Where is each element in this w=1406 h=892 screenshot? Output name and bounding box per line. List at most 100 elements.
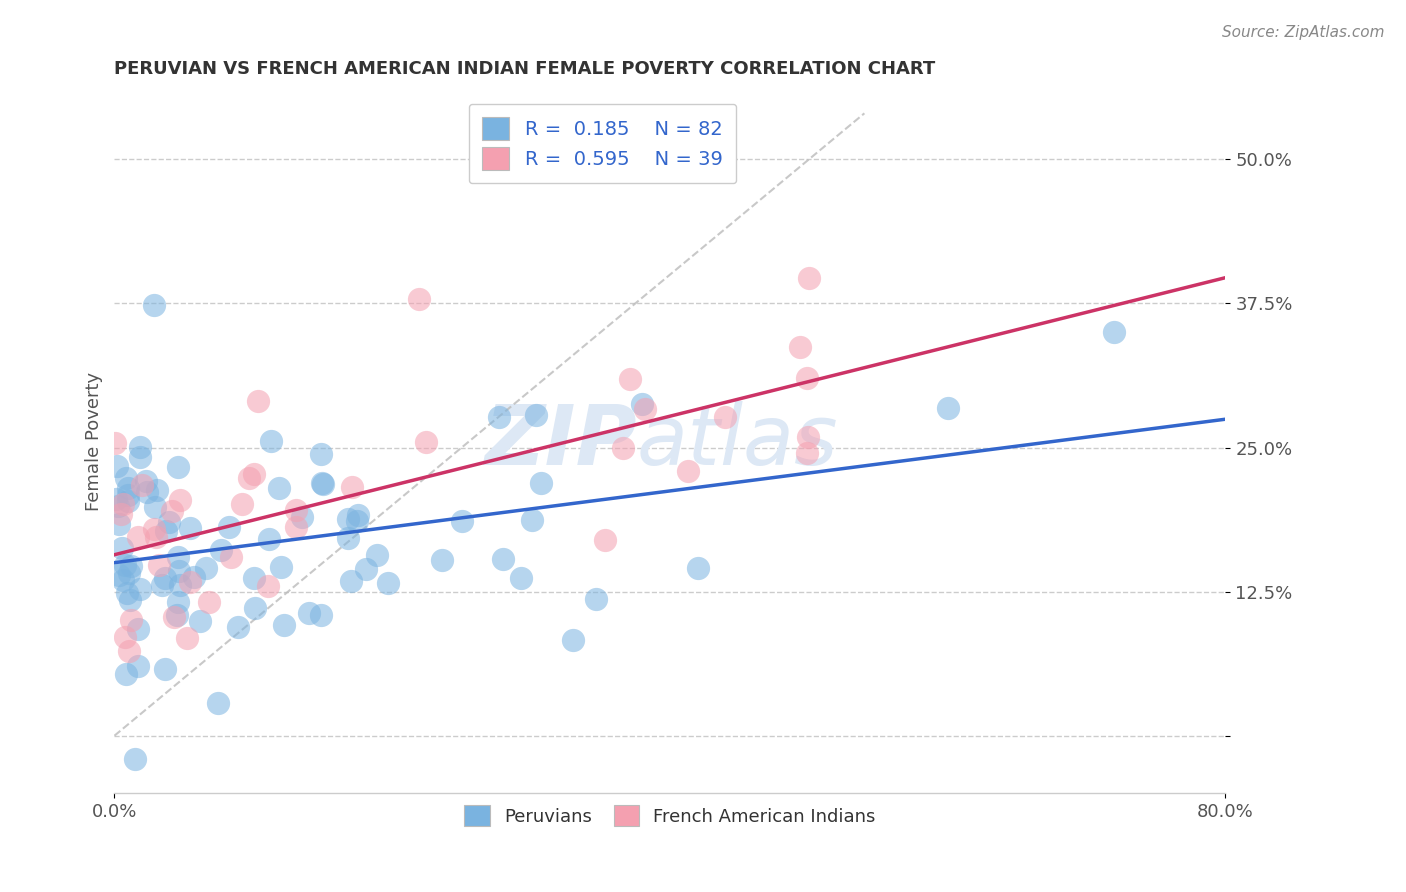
Point (260, 434, 283, 448)
Point (194, 561, 217, 575)
Point (207, 696, 229, 710)
Point (129, 582, 152, 596)
Point (110, 541, 132, 555)
Point (112, 574, 135, 588)
Point (135, 474, 157, 488)
Point (127, 622, 149, 636)
Point (115, 666, 138, 681)
Point (117, 585, 139, 599)
Point (796, 371, 818, 385)
Point (128, 441, 150, 455)
Point (163, 610, 186, 624)
Point (219, 549, 242, 564)
Point (117, 494, 139, 508)
Point (243, 467, 266, 482)
Point (169, 564, 191, 578)
Point (198, 595, 221, 609)
Point (115, 471, 138, 485)
Point (118, 644, 141, 658)
Point (1104, 325, 1126, 339)
Point (366, 548, 388, 562)
Point (415, 434, 437, 449)
Point (309, 447, 332, 461)
Point (520, 513, 543, 527)
Point (585, 591, 607, 606)
Point (218, 519, 240, 533)
Text: Source: ZipAtlas.com: Source: ZipAtlas.com (1222, 25, 1385, 40)
Point (169, 578, 191, 592)
Point (143, 522, 166, 536)
Point (257, 532, 280, 546)
Point (128, 450, 150, 464)
Point (124, 752, 146, 766)
Point (631, 397, 654, 411)
Point (167, 460, 190, 475)
Point (377, 576, 399, 591)
Point (176, 631, 198, 645)
Point (157, 516, 180, 530)
Point (142, 298, 165, 312)
Point (530, 475, 553, 490)
Point (153, 662, 176, 676)
Point (107, 568, 129, 582)
Point (488, 410, 510, 425)
Y-axis label: Female Poverty: Female Poverty (86, 372, 103, 511)
Point (714, 410, 737, 425)
Point (633, 402, 655, 417)
Point (796, 446, 818, 460)
Point (686, 561, 709, 575)
Point (676, 464, 699, 478)
Point (526, 408, 548, 422)
Point (183, 570, 205, 584)
Point (104, 436, 127, 450)
Point (245, 600, 267, 615)
Point (243, 572, 266, 586)
Point (619, 372, 641, 386)
Point (312, 477, 335, 491)
Point (311, 475, 333, 490)
Point (291, 510, 314, 524)
Point (269, 481, 291, 495)
Point (120, 613, 142, 627)
Point (797, 430, 820, 444)
Point (110, 507, 132, 521)
Point (104, 492, 127, 507)
Point (155, 571, 177, 585)
Point (136, 484, 159, 499)
Point (166, 595, 188, 609)
Point (148, 558, 170, 573)
Text: PERUVIAN VS FRENCH AMERICAN INDIAN FEMALE POVERTY CORRELATION CHART: PERUVIAN VS FRENCH AMERICAN INDIAN FEMAL… (114, 60, 935, 78)
Point (150, 578, 173, 592)
Point (166, 607, 188, 622)
Point (179, 521, 201, 535)
Point (346, 514, 368, 528)
Point (340, 574, 363, 588)
Point (108, 516, 131, 531)
Point (492, 552, 515, 566)
Point (111, 496, 134, 510)
Point (228, 620, 250, 634)
Point (346, 508, 368, 522)
Point (789, 341, 811, 355)
Point (273, 618, 295, 632)
Point (238, 471, 260, 485)
Point (593, 533, 616, 547)
Point (131, 477, 153, 491)
Point (510, 572, 533, 586)
Point (298, 606, 321, 620)
Point (430, 553, 453, 567)
Text: atlas: atlas (637, 401, 838, 483)
Point (145, 530, 167, 544)
Point (337, 512, 360, 526)
Point (408, 292, 430, 306)
Point (336, 531, 359, 545)
Point (340, 480, 363, 494)
Point (127, 530, 149, 544)
Point (612, 442, 634, 456)
Point (117, 566, 139, 580)
Point (145, 483, 167, 497)
Point (231, 497, 253, 511)
Point (169, 492, 191, 507)
Point (127, 658, 149, 673)
Point (256, 579, 278, 593)
